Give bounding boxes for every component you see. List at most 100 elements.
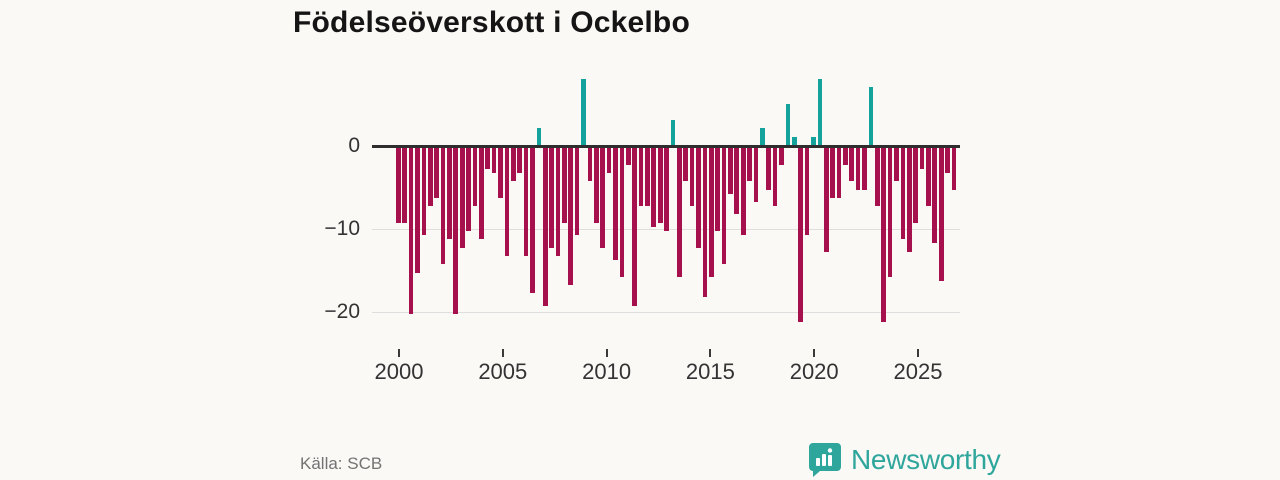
bar: [951, 148, 957, 190]
bar: [517, 148, 522, 173]
plot-area: 0 −10 −20: [324, 70, 960, 347]
bar: [728, 148, 733, 194]
bar: [855, 148, 861, 190]
bar-chart-speech-bubble-icon: [808, 442, 842, 478]
x-tick-label: 2005: [478, 359, 528, 384]
y-tick-label: −20: [324, 300, 360, 323]
bar: [402, 148, 408, 223]
source-note: Källa: SCB: [300, 454, 383, 473]
bar: [874, 148, 880, 207]
bar: [427, 148, 433, 207]
bar: [581, 78, 586, 145]
bar: [926, 148, 931, 207]
bar: [836, 148, 842, 198]
bar: [760, 128, 765, 145]
bar: [613, 148, 618, 261]
x-axis: 2000 2005 2010 2015 2020 2025: [0, 345, 1280, 385]
bar: [721, 148, 727, 265]
x-tick-mark: [917, 349, 919, 357]
bar: [562, 148, 567, 223]
x-tick-label: 2020: [789, 359, 839, 384]
bar: [459, 148, 465, 248]
bar: [849, 148, 855, 182]
bar: [747, 148, 752, 182]
bar: [862, 148, 867, 190]
bar: [574, 148, 580, 236]
bar: [606, 148, 612, 173]
bar: [670, 120, 676, 145]
bar: [881, 148, 887, 323]
x-tick-mark: [813, 349, 816, 357]
bar: [772, 148, 778, 207]
x-tick-mark: [605, 349, 608, 357]
gridline: [372, 312, 960, 313]
x-tick-mark: [709, 349, 712, 357]
bar: [555, 148, 561, 256]
bar: [453, 148, 459, 314]
bar: [600, 148, 606, 248]
bar: [632, 148, 637, 306]
bar: [593, 148, 599, 223]
bar: [938, 148, 944, 281]
x-tick-label: 2015: [685, 359, 735, 384]
bar: [887, 148, 893, 277]
bar: [504, 148, 510, 256]
bar: [638, 148, 644, 207]
bar: [415, 148, 420, 273]
bar: [919, 148, 925, 169]
bar: [498, 148, 503, 198]
bar: [906, 148, 912, 252]
bar: [657, 148, 663, 223]
bar: [625, 148, 631, 165]
bar: [485, 148, 491, 169]
bar: [823, 148, 829, 252]
bar: [804, 148, 810, 236]
bar: [798, 148, 803, 323]
bar: [549, 148, 554, 248]
bar: [536, 128, 542, 145]
bar: [645, 148, 650, 207]
bar: [740, 148, 746, 236]
bar: [434, 148, 439, 198]
bar: [817, 78, 823, 145]
bar: [734, 148, 740, 215]
bar: [479, 148, 484, 240]
bar: [900, 148, 906, 240]
bar: [510, 148, 516, 182]
bar: [523, 148, 529, 256]
bar: [830, 148, 835, 198]
bar: [766, 148, 772, 190]
newsworthy-wordmark: Newsworthy: [851, 444, 1001, 475]
bar: [894, 148, 899, 182]
bar: [421, 148, 427, 236]
bar: [568, 148, 574, 285]
bar: [491, 148, 497, 173]
bar: [664, 148, 669, 231]
bar: [708, 148, 714, 277]
y-tick-label: −10: [324, 217, 360, 240]
bar: [472, 148, 478, 207]
bar: [715, 148, 720, 231]
zero-axis-line: [372, 145, 960, 148]
x-tick-mark: [501, 349, 504, 357]
x-tick-label: 2010: [582, 359, 632, 384]
bar: [651, 148, 657, 227]
y-tick-label: 0: [348, 134, 360, 157]
bar: [689, 148, 695, 207]
bar: [677, 148, 682, 277]
bar: [753, 148, 759, 202]
bar: [868, 86, 874, 145]
bar: [932, 148, 938, 244]
bar: [683, 148, 689, 182]
page-title: Födelseöverskott i Ockelbo: [293, 6, 690, 39]
bar: [791, 136, 797, 145]
bar: [696, 148, 701, 248]
bar: [619, 148, 625, 277]
bar: [913, 148, 918, 223]
bar: [587, 148, 593, 182]
bar: [702, 148, 708, 298]
bar: [447, 148, 452, 240]
bar: [440, 148, 446, 265]
x-tick-label: 2025: [893, 359, 943, 384]
